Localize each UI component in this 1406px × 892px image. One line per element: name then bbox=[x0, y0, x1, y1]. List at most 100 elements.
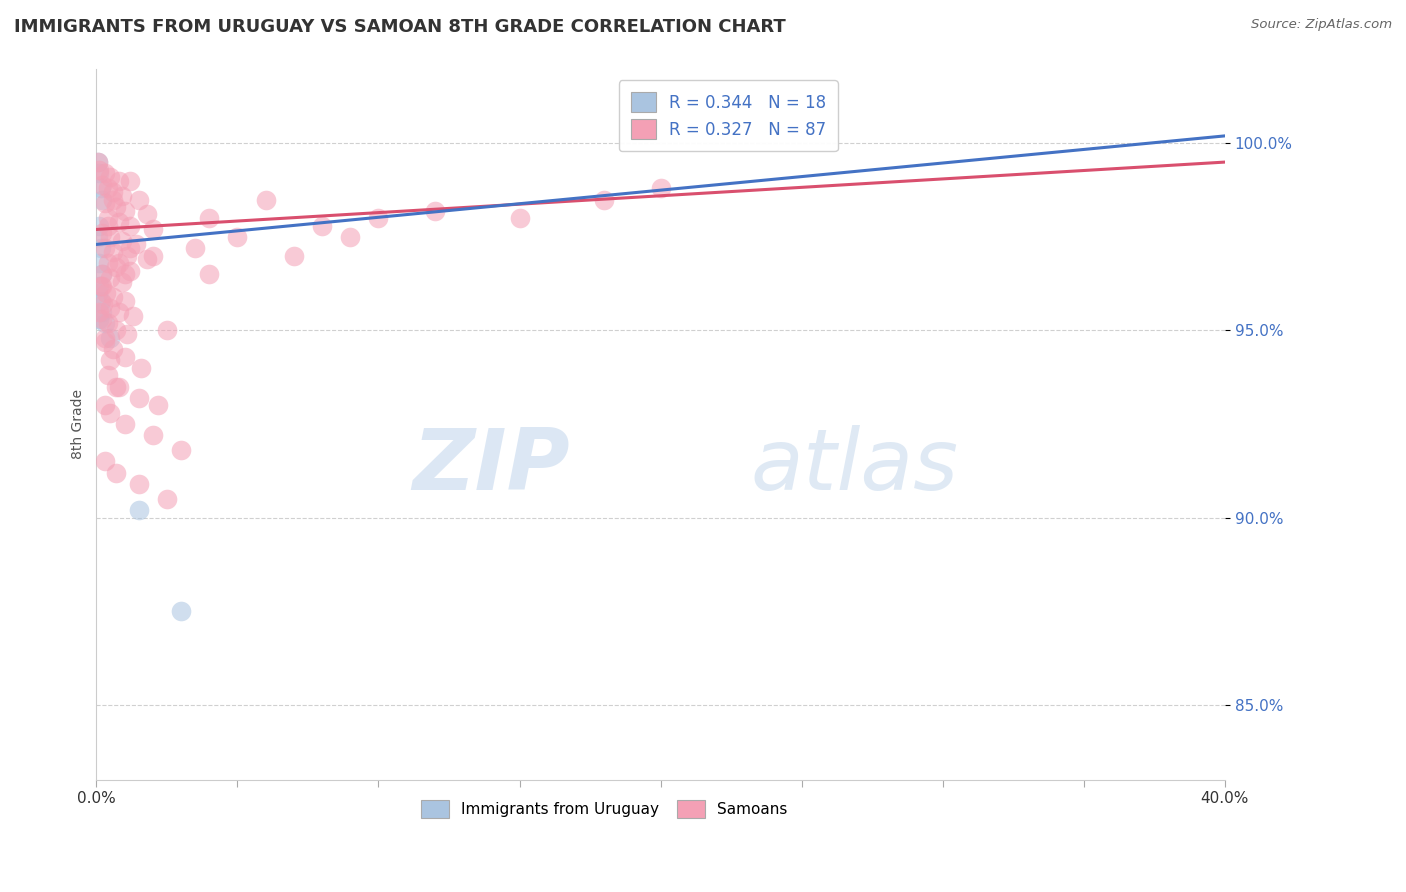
Point bbox=[100, 406, 122, 420]
Point bbox=[89, 312, 111, 326]
Point bbox=[94, 166, 117, 180]
Point bbox=[128, 391, 150, 405]
Point bbox=[100, 271, 122, 285]
Point bbox=[120, 219, 142, 233]
Point bbox=[89, 219, 111, 233]
Point bbox=[120, 241, 142, 255]
Point bbox=[103, 193, 125, 207]
Point bbox=[90, 293, 112, 308]
Point bbox=[120, 263, 142, 277]
Point bbox=[117, 327, 139, 342]
Point bbox=[136, 207, 159, 221]
Point bbox=[100, 353, 122, 368]
Point bbox=[142, 428, 165, 442]
Point bbox=[90, 181, 112, 195]
Point bbox=[96, 286, 118, 301]
Point bbox=[89, 256, 111, 270]
Point bbox=[184, 241, 207, 255]
Point bbox=[254, 193, 277, 207]
Point bbox=[108, 174, 131, 188]
Point bbox=[91, 268, 114, 282]
Point bbox=[198, 268, 221, 282]
Point bbox=[105, 260, 128, 274]
Text: atlas: atlas bbox=[751, 425, 959, 508]
Point bbox=[94, 196, 117, 211]
Point bbox=[91, 226, 114, 240]
Point bbox=[148, 398, 170, 412]
Point bbox=[94, 316, 117, 330]
Point bbox=[103, 185, 125, 199]
Point bbox=[108, 256, 131, 270]
Point bbox=[97, 181, 120, 195]
Point bbox=[97, 256, 120, 270]
Point bbox=[105, 379, 128, 393]
Point bbox=[91, 278, 114, 293]
Point bbox=[94, 454, 117, 468]
Point bbox=[89, 162, 111, 177]
Point bbox=[91, 305, 114, 319]
Point bbox=[89, 278, 111, 293]
Text: IMMIGRANTS FROM URUGUAY VS SAMOAN 8TH GRADE CORRELATION CHART: IMMIGRANTS FROM URUGUAY VS SAMOAN 8TH GR… bbox=[14, 18, 786, 36]
Point bbox=[509, 211, 531, 226]
Point bbox=[90, 241, 112, 255]
Point bbox=[339, 230, 361, 244]
Point bbox=[142, 249, 165, 263]
Point bbox=[100, 230, 122, 244]
Point bbox=[122, 309, 145, 323]
Point bbox=[114, 203, 136, 218]
Point bbox=[423, 203, 446, 218]
Point bbox=[91, 268, 114, 282]
Point bbox=[97, 211, 120, 226]
Point bbox=[94, 331, 117, 345]
Point bbox=[105, 466, 128, 480]
Point bbox=[91, 178, 114, 192]
Legend: Immigrants from Uruguay, Samoans: Immigrants from Uruguay, Samoans bbox=[413, 792, 794, 825]
Point bbox=[89, 166, 111, 180]
Point bbox=[136, 252, 159, 267]
Point bbox=[120, 174, 142, 188]
Point bbox=[87, 155, 110, 169]
Point bbox=[91, 193, 114, 207]
Point bbox=[128, 503, 150, 517]
Point bbox=[114, 268, 136, 282]
Point bbox=[89, 305, 111, 319]
Point bbox=[128, 193, 150, 207]
Point bbox=[87, 230, 110, 244]
Point bbox=[91, 312, 114, 326]
Point bbox=[593, 193, 616, 207]
Point bbox=[114, 350, 136, 364]
Point bbox=[367, 211, 389, 226]
Point bbox=[128, 477, 150, 491]
Point bbox=[97, 368, 120, 383]
Point bbox=[87, 155, 110, 169]
Point bbox=[170, 443, 193, 458]
Point bbox=[170, 604, 193, 618]
Point bbox=[103, 244, 125, 259]
Point bbox=[94, 398, 117, 412]
Point bbox=[117, 249, 139, 263]
Point bbox=[90, 278, 112, 293]
Point bbox=[111, 275, 134, 289]
Point bbox=[156, 491, 179, 506]
Point bbox=[114, 293, 136, 308]
Point bbox=[111, 188, 134, 202]
Point bbox=[100, 169, 122, 184]
Point bbox=[100, 301, 122, 315]
Point bbox=[108, 215, 131, 229]
Point bbox=[97, 219, 120, 233]
Point bbox=[93, 297, 115, 311]
Point bbox=[108, 305, 131, 319]
Point bbox=[114, 417, 136, 431]
Point bbox=[283, 249, 305, 263]
Point bbox=[97, 316, 120, 330]
Point bbox=[650, 181, 672, 195]
Point bbox=[105, 200, 128, 214]
Point bbox=[142, 222, 165, 236]
Point bbox=[94, 241, 117, 255]
Point bbox=[103, 342, 125, 356]
Point bbox=[108, 379, 131, 393]
Point bbox=[311, 219, 333, 233]
Point bbox=[111, 234, 134, 248]
Point bbox=[94, 334, 117, 349]
Y-axis label: 8th Grade: 8th Grade bbox=[72, 389, 86, 459]
